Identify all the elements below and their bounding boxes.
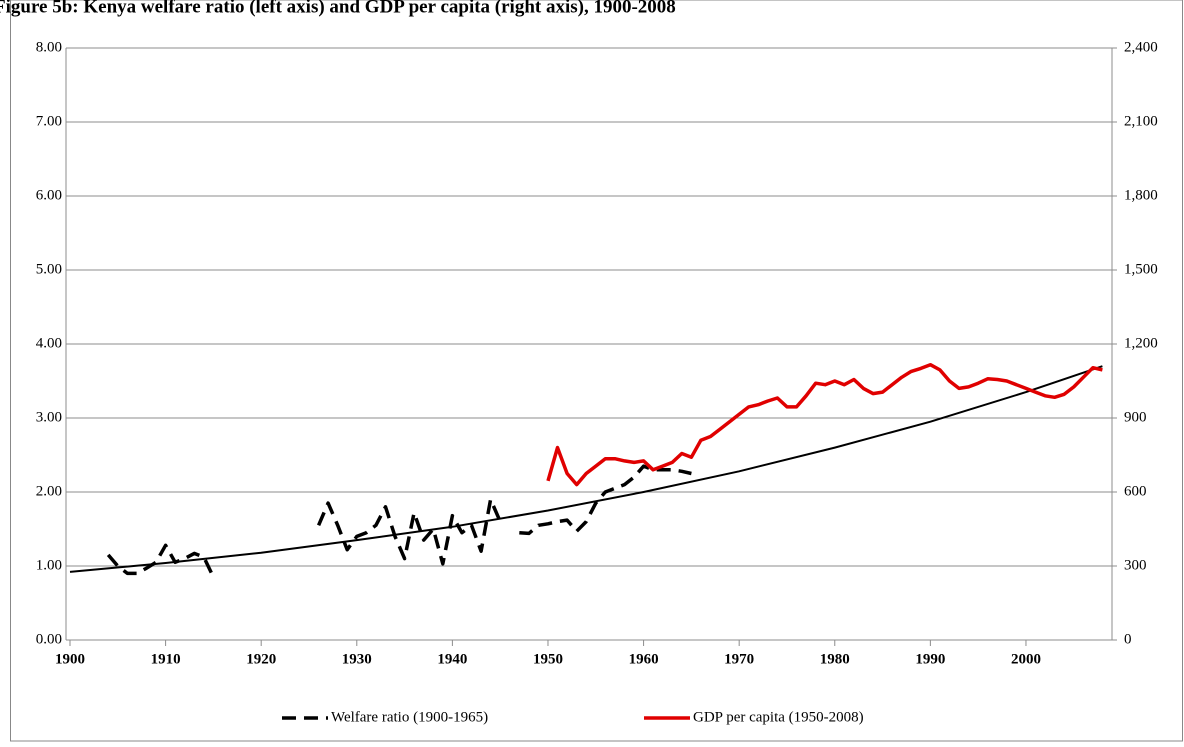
y-tick-label: 8.00: [36, 39, 62, 55]
chart-frame: [10, 0, 1183, 742]
x-tick-label: 1960: [629, 651, 659, 667]
line-series: [546, 362, 1103, 487]
x-tick-label: 1920: [246, 651, 276, 667]
legend-label: GDP per capita (1950-2008): [693, 709, 864, 725]
y-tick-label: 6.00: [36, 187, 62, 203]
line-series: [106, 464, 692, 578]
x-tick-label: 1970: [724, 651, 754, 667]
x-tick-label: 1990: [915, 651, 945, 667]
x-tick-label: 1950: [533, 651, 563, 667]
y-tick-label: 3.00: [36, 409, 62, 425]
y-tick-label: 1.00: [36, 557, 62, 573]
x-tick-label: 1940: [437, 651, 467, 667]
y-tick-label: 2.00: [36, 483, 62, 499]
y2-tick-label: 300: [1124, 557, 1147, 573]
y2-tick-label: 1,200: [1124, 335, 1158, 351]
y-tick-label: 4.00: [36, 335, 62, 351]
x-tick-label: 2000: [1011, 651, 1041, 667]
x-tick-label: 1910: [151, 651, 181, 667]
y2-tick-label: 600: [1124, 483, 1147, 499]
y-tick-label: 7.00: [36, 113, 62, 129]
y2-tick-label: 2,100: [1124, 113, 1158, 129]
x-tick-label: 1930: [342, 651, 372, 667]
y2-tick-label: 2,400: [1124, 39, 1158, 55]
x-tick-label: 1900: [55, 651, 85, 667]
y-tick-label: 5.00: [36, 261, 62, 277]
chart-title: Figure 5b: Kenya welfare ratio (left axi…: [0, 0, 676, 17]
y2-tick-label: 0: [1124, 631, 1132, 647]
line-series: [69, 365, 1103, 573]
y-tick-label: 0.00: [36, 631, 62, 647]
y2-tick-label: 1,800: [1124, 187, 1158, 203]
legend-label: Welfare ratio (1900-1965): [331, 709, 488, 725]
x-tick-label: 1980: [820, 651, 850, 667]
y2-tick-label: 900: [1124, 409, 1147, 425]
y2-tick-label: 1,500: [1124, 261, 1158, 277]
